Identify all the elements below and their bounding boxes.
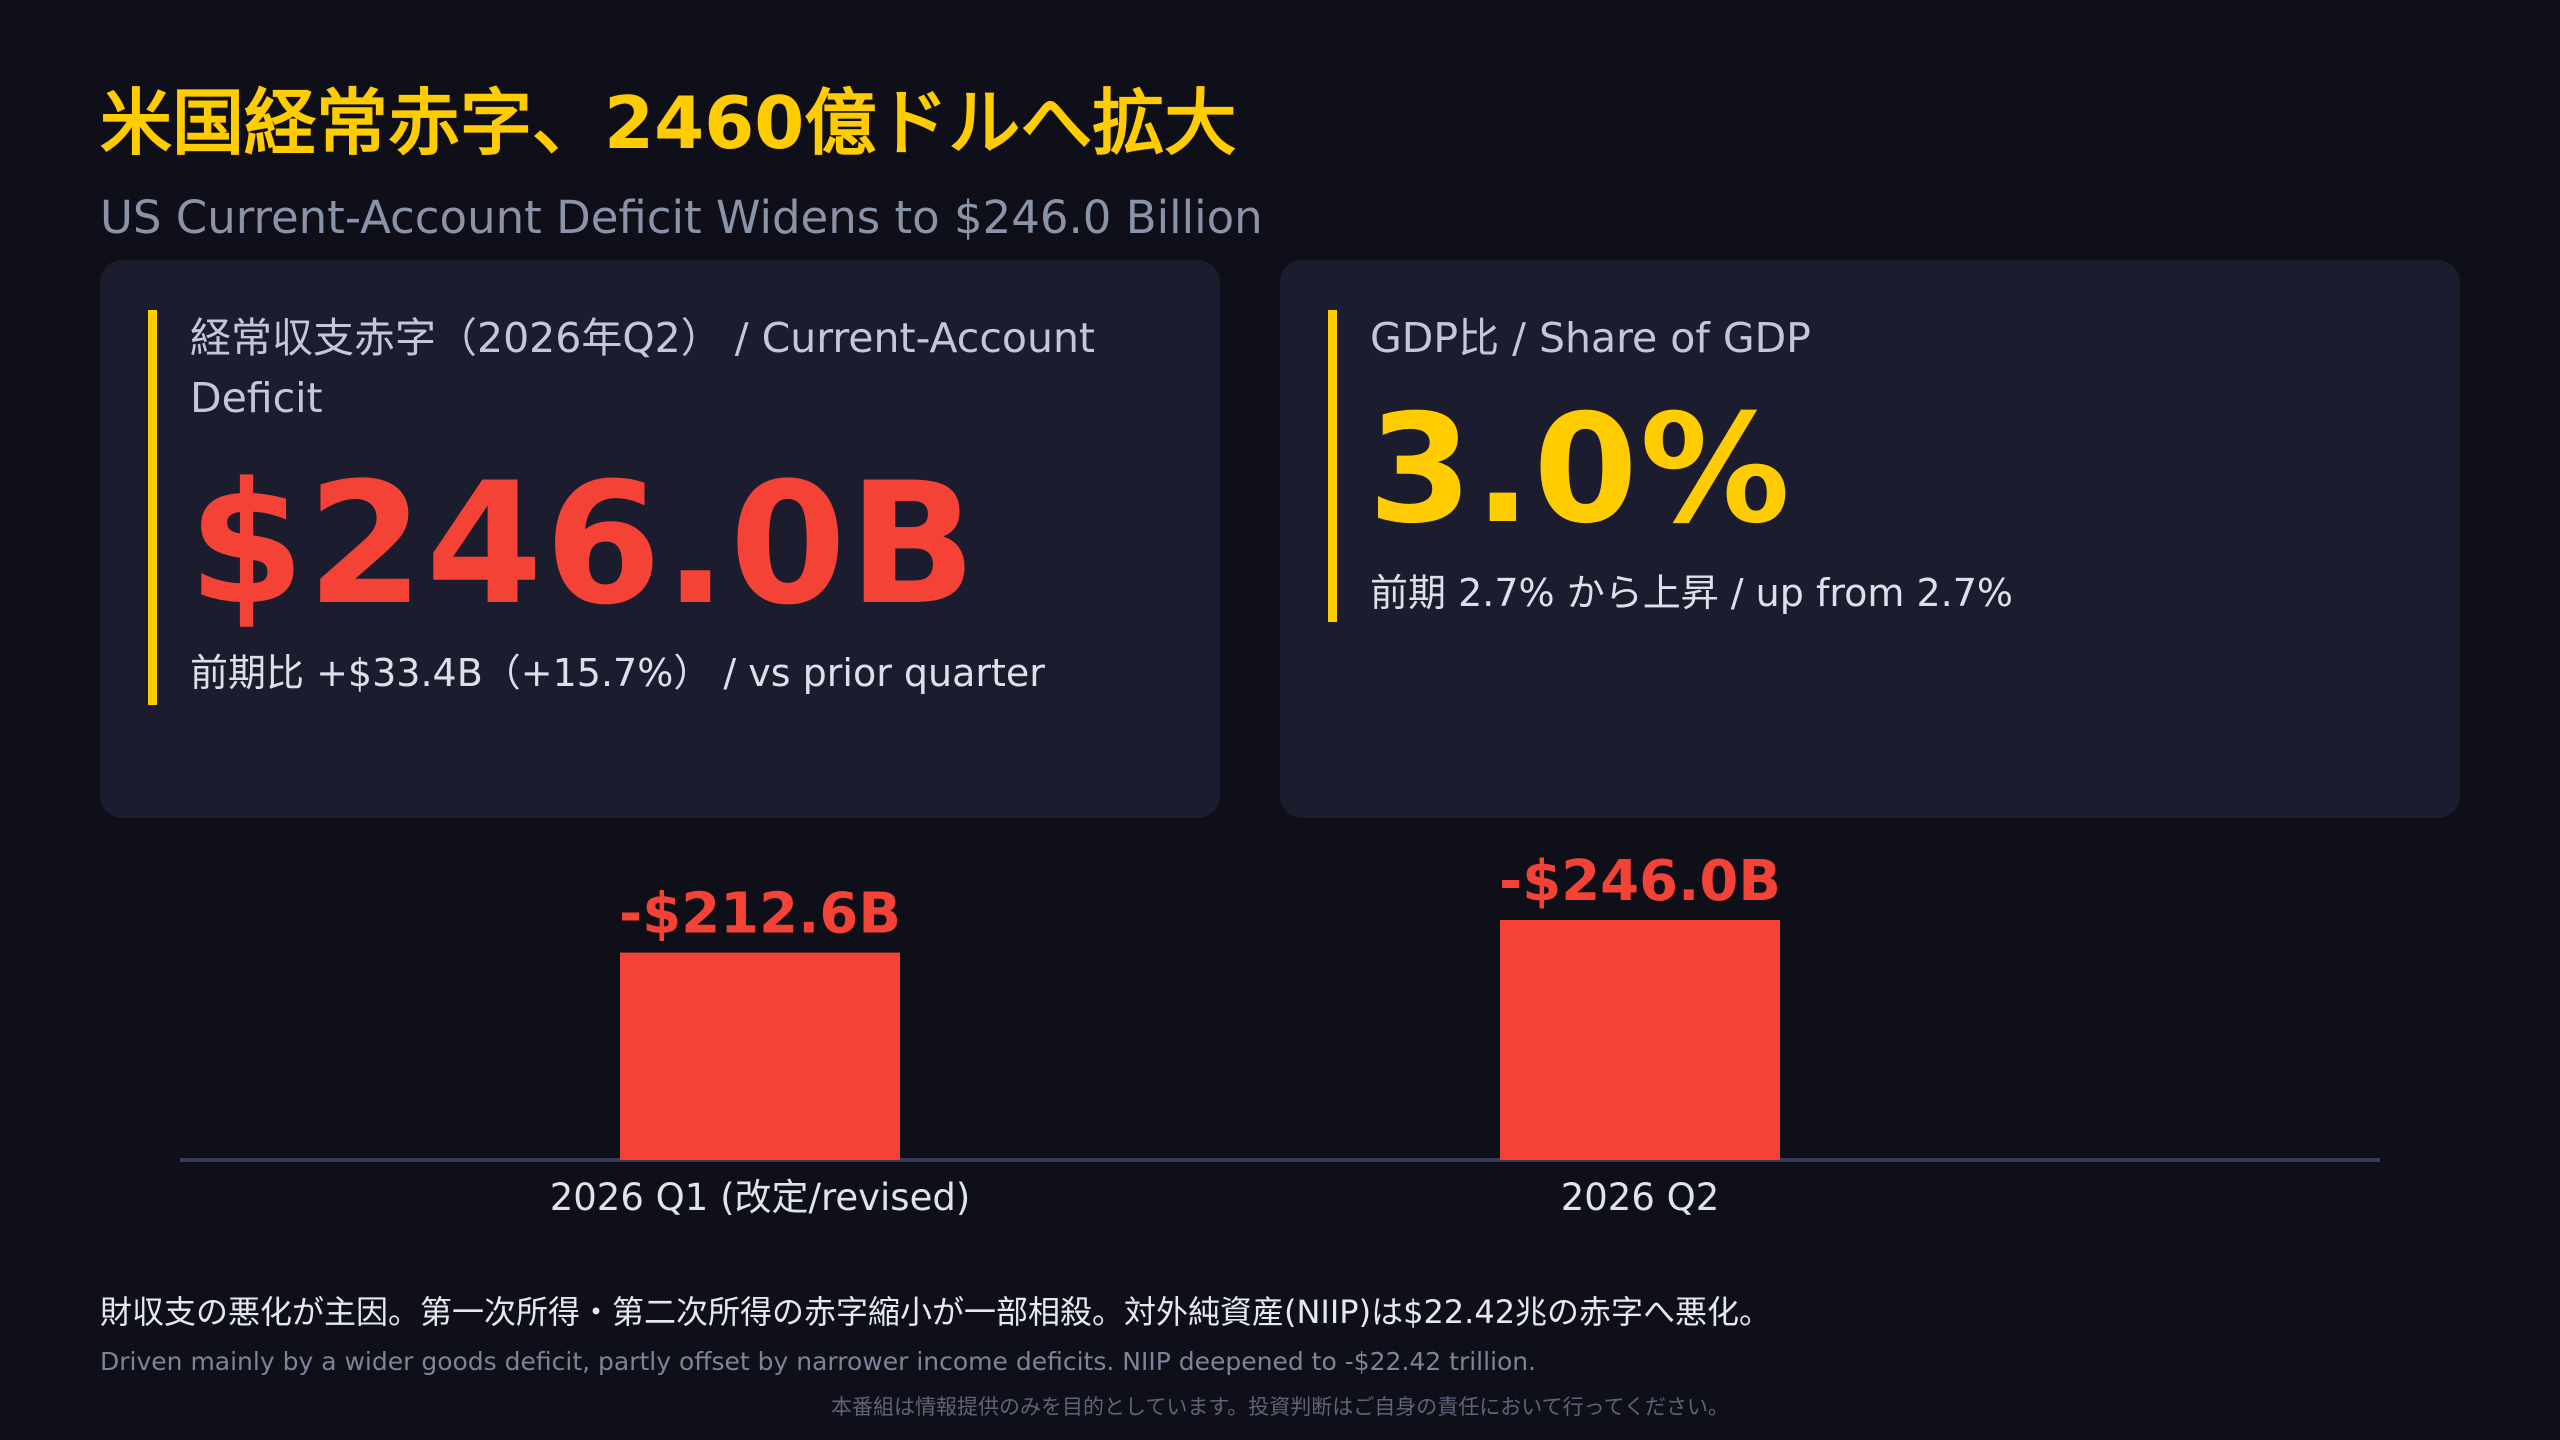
gdp-accent-bar	[1328, 310, 1337, 622]
deficit-value: $246.0B	[188, 446, 979, 642]
chart-category-label: 2026 Q1 (改定/revised)	[550, 1176, 971, 1219]
gdp-card-label: GDP比 / Share of GDP	[1370, 314, 1811, 362]
gdp-share-value: 3.0%	[1368, 383, 1793, 557]
gdp-share-card: GDP比 / Share of GDP 3.0% 前期 2.7% から上昇 / …	[1280, 260, 2460, 818]
disclaimer: 本番組は情報提供のみを目的としています。投資判断はご自身の責任において行ってくだ…	[831, 1395, 1729, 1419]
chart-bar	[620, 952, 900, 1160]
deficit-card-label: 経常収支赤字（2026年Q2） / Current-Account Defici…	[190, 314, 1096, 422]
gdp-share-note: 前期 2.7% から上昇 / up from 2.7%	[1370, 571, 2013, 615]
page-title: 米国経常赤字、2460億ドルへ拡大	[100, 81, 1237, 165]
explanation-japanese: 財収支の悪化が主因。第一次所得・第二次所得の赤字縮小が一部相殺。対外純資産(NI…	[100, 1293, 1772, 1331]
explanation-english: Driven mainly by a wider goods deficit, …	[100, 1347, 1537, 1376]
chart-bar	[1500, 920, 1780, 1160]
chart-category-label: 2026 Q2	[1561, 1176, 1720, 1219]
deficit-bar-chart: -$212.6B 2026 Q1 (改定/revised) -$246.0B 2026…	[180, 849, 2380, 1219]
chart-data-label: -$212.6B	[619, 882, 901, 947]
chart-data-label: -$246.0B	[1499, 849, 1781, 914]
page-subtitle: US Current-Account Deficit Widens to $24…	[100, 191, 1263, 244]
deficit-accent-bar	[148, 310, 157, 705]
deficit-card: 経常収支赤字（2026年Q2） / Current-Account Defici…	[100, 260, 1220, 818]
deficit-change-note: 前期比 +$33.4B（+15.7%） / vs prior quarter	[190, 651, 1045, 695]
